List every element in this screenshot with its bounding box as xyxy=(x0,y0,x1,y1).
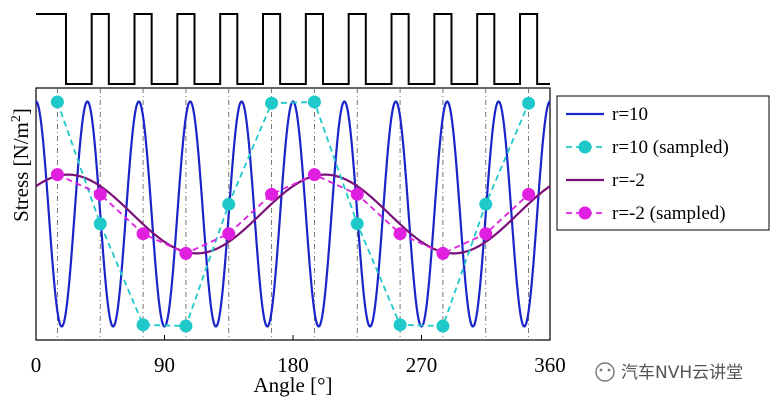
data-point xyxy=(393,227,407,241)
pulse-wave xyxy=(36,13,550,85)
data-point xyxy=(436,319,450,333)
plot-frame xyxy=(35,87,551,341)
legend-marker xyxy=(578,206,592,220)
data-point xyxy=(136,318,150,332)
x-tick-label: 180 xyxy=(277,353,309,377)
data-point xyxy=(50,168,64,182)
legend-label: r=10 xyxy=(612,104,648,125)
wechat-icon xyxy=(595,362,615,382)
y-axis-label-superscript: 2 xyxy=(9,115,24,122)
wechat-icon-dot xyxy=(599,368,603,372)
series-layer xyxy=(35,95,551,333)
series-line-r=10 (sampled) xyxy=(56,101,530,327)
data-point xyxy=(179,319,193,333)
data-point xyxy=(222,227,236,241)
data-point xyxy=(265,187,279,201)
legend: r=10 r=10 (sampled) r=-2 r=-2 (sampled) xyxy=(556,95,770,231)
data-point xyxy=(522,96,536,110)
series-line-r=-2 xyxy=(35,173,551,255)
watermark: 汽车NVH云讲堂 xyxy=(595,362,743,383)
legend-marker xyxy=(578,140,592,154)
data-point xyxy=(179,246,193,260)
legend-label: r=-2 xyxy=(612,170,645,191)
sample-angle-guides xyxy=(56,88,530,340)
data-point xyxy=(222,197,236,211)
legend-label: r=-2 (sampled) xyxy=(612,203,726,224)
x-tick-label: 90 xyxy=(154,353,175,377)
data-point xyxy=(307,95,321,109)
x-axis-label: Angle [°] xyxy=(254,373,333,397)
y-axis-label-end: ] xyxy=(9,108,33,115)
data-point xyxy=(93,217,107,231)
y-axis-label: Stress [N/m2] xyxy=(9,108,33,222)
x-tick-label: 0 xyxy=(31,353,42,377)
data-point xyxy=(136,227,150,241)
legend-label: r=10 (sampled) xyxy=(612,137,729,158)
x-tick-label: 360 xyxy=(534,353,566,377)
data-point xyxy=(350,217,364,231)
data-point xyxy=(522,187,536,201)
data-point xyxy=(393,318,407,332)
wechat-icon-dot xyxy=(607,368,611,372)
data-point xyxy=(50,95,64,109)
legend-box xyxy=(556,95,770,231)
data-point xyxy=(307,168,321,182)
watermark-text: 汽车NVH云讲堂 xyxy=(621,363,743,383)
x-tick-label: 270 xyxy=(406,353,438,377)
data-point xyxy=(479,197,493,211)
data-point xyxy=(350,187,364,201)
sampling-pulse-train xyxy=(36,13,550,85)
series-line-r=10 xyxy=(35,100,551,328)
data-point xyxy=(479,227,493,241)
x-axis-ticks: 0 90 180 270 360 xyxy=(31,335,566,377)
data-point xyxy=(93,187,107,201)
y-axis-label-main: Stress [N/m xyxy=(9,122,33,222)
data-point xyxy=(265,96,279,110)
series-line-r=-2 (sampled) xyxy=(57,173,530,255)
data-point xyxy=(436,246,450,260)
